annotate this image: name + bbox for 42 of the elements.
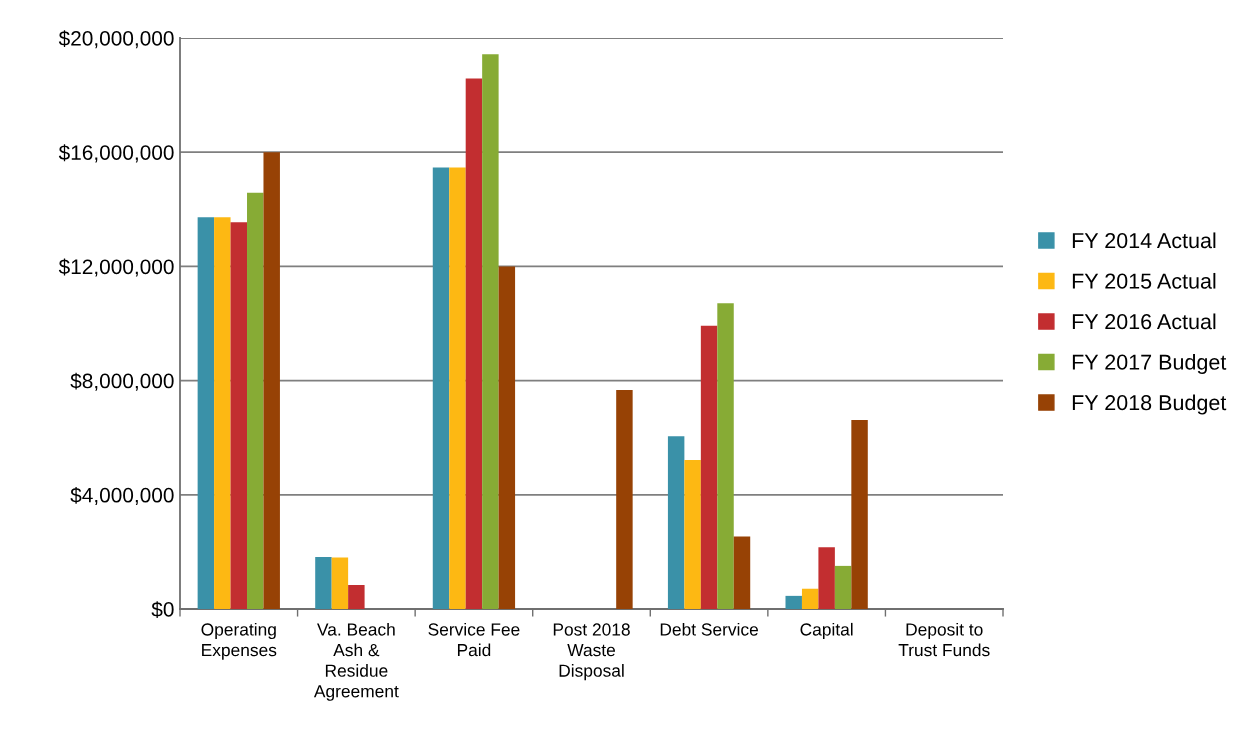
bar xyxy=(616,390,633,609)
bar xyxy=(801,588,819,609)
bar xyxy=(700,325,718,609)
y-tick-label: $20,000,000 xyxy=(58,30,174,49)
bar xyxy=(214,217,231,609)
y-tick-label: $0 xyxy=(151,601,174,618)
bar xyxy=(331,557,349,609)
bar xyxy=(465,78,483,609)
x-tick-label: Deposit to Trust Funds xyxy=(898,622,990,657)
bar xyxy=(717,303,734,609)
legend-label: FY 2018 Budget xyxy=(1072,394,1227,415)
x-tick-label: Debt Service xyxy=(660,622,758,636)
legend-label: FY 2015 Actual xyxy=(1072,272,1216,289)
bar xyxy=(834,565,852,609)
bar xyxy=(230,222,248,609)
x-tick-label: Service Fee Paid xyxy=(428,622,520,657)
y-tick-label: $8,000,000 xyxy=(70,372,174,391)
bar xyxy=(348,585,365,609)
bar xyxy=(449,167,466,609)
bar xyxy=(263,152,280,609)
bar xyxy=(818,547,835,609)
bar xyxy=(498,266,516,609)
bar xyxy=(684,459,701,609)
bar xyxy=(667,436,685,609)
x-tick-label: Va. Beach Ash & Residue Agreement xyxy=(313,622,399,701)
x-tick-label: Operating Expenses xyxy=(201,622,277,660)
bar xyxy=(785,595,802,609)
legend-label: FY 2014 Actual xyxy=(1072,232,1216,249)
bar xyxy=(197,217,215,609)
bar xyxy=(432,167,450,609)
y-tick-label: $12,000,000 xyxy=(58,258,174,277)
bar xyxy=(482,54,499,609)
x-tick-label: Capital xyxy=(800,622,853,640)
bar xyxy=(851,420,868,609)
y-tick-label: $4,000,000 xyxy=(70,486,174,506)
bar xyxy=(733,536,751,609)
legend-label: FY 2017 Budget xyxy=(1072,353,1227,375)
y-tick-label: $16,000,000 xyxy=(58,144,174,163)
bar xyxy=(247,192,264,609)
x-tick-label: Post 2018 Waste Disposal xyxy=(553,623,630,681)
bar xyxy=(315,557,332,609)
legend-label: FY 2016 Actual xyxy=(1072,313,1216,330)
